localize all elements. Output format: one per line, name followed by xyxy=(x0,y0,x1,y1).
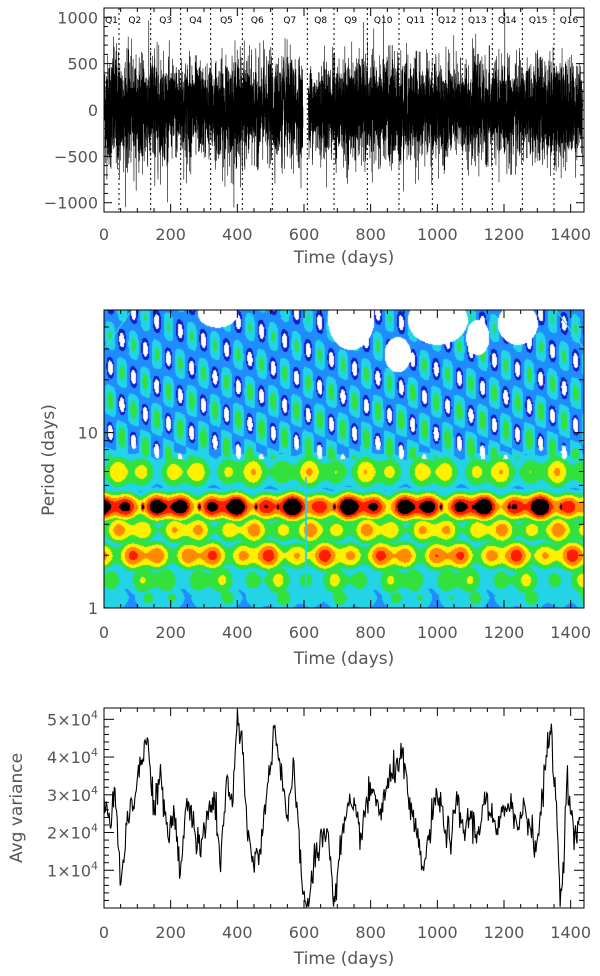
quarter-label: Q1 xyxy=(105,16,118,26)
cone-of-influence xyxy=(104,310,584,350)
wavelet-frame xyxy=(103,309,585,609)
light-curve-xtick-label: 1200 xyxy=(484,225,525,244)
variance-xlabel: Time (days) xyxy=(293,949,394,969)
variance-frame xyxy=(103,707,585,909)
light-curve-xtick-label: 1000 xyxy=(417,225,458,244)
wavelet-xtick-label: 200 xyxy=(155,623,186,642)
light-curve-ytick-label: −1000 xyxy=(44,194,98,213)
light-curve-ytick-label: −500 xyxy=(54,147,98,166)
light-curve-xtick-label: 600 xyxy=(289,225,320,244)
variance-ytick-label: 2×104 xyxy=(47,822,98,843)
variance-xtick-label: 0 xyxy=(99,923,109,942)
quarter-label: Q15 xyxy=(529,16,548,26)
variance-series xyxy=(104,709,581,908)
variance-xtick-label: 1400 xyxy=(550,923,591,942)
variance-line xyxy=(104,709,581,908)
coi-right xyxy=(555,310,584,350)
light-curve-line xyxy=(104,12,583,208)
variance-panel: 0 200 400 600 800 1000 1200 1400 1×104 2×104 3×104… xyxy=(7,707,591,969)
quarter-label: Q6 xyxy=(251,16,264,26)
variance-xtick-label: 1200 xyxy=(484,923,525,942)
wavelet-xtick-label: 600 xyxy=(289,623,320,642)
wavelet-xtick-label: 1400 xyxy=(550,623,591,642)
light-curve-ytick-label: 0 xyxy=(88,101,98,120)
wavelet-xtick-label: 1200 xyxy=(484,623,525,642)
quarter-label: Q12 xyxy=(438,16,457,26)
quarter-label: Q4 xyxy=(189,16,202,26)
quarter-labels: Q1 Q2 Q3 Q4 Q5 Q6 Q7 Q8 Q9 Q10 Q11 Q12 Q13 Q14 Q15 Q16 xyxy=(105,16,578,26)
wavelet-xtick-label: 1000 xyxy=(417,623,458,642)
variance-ytick-label: 5×104 xyxy=(47,708,98,729)
light-curve-xlabel: Time (days) xyxy=(293,248,394,268)
quarter-label: Q2 xyxy=(128,16,141,26)
wavelet-power-map xyxy=(104,310,584,608)
light-curve-ticks: 0 200 400 600 800 1000 1200 1400 −1000 −500 0 500 10… xyxy=(44,8,591,244)
quarter-label: Q7 xyxy=(283,16,296,26)
wavelet-ytick-label: 10 xyxy=(78,424,98,443)
wavelet-ylabel: Period (days) xyxy=(39,404,59,516)
wavelet-xtick-label: 0 xyxy=(99,623,109,642)
variance-xtick-label: 200 xyxy=(155,923,186,942)
light-curve-xtick-label: 0 xyxy=(99,225,109,244)
wavelet-ytick-label: 1 xyxy=(88,599,98,618)
light-curve-series xyxy=(104,12,583,208)
variance-ytick-label: 1×104 xyxy=(47,859,98,880)
wavelet-xtick-label: 400 xyxy=(222,623,253,642)
quarter-label: Q5 xyxy=(220,16,233,26)
quarter-label: Q10 xyxy=(374,16,393,26)
quarter-label: Q11 xyxy=(406,16,425,26)
quarter-label: Q16 xyxy=(560,16,579,26)
light-curve-ytick-label: 1000 xyxy=(57,8,98,27)
wavelet-ticks: 0 200 400 600 800 1000 1200 1400 1 10 xyxy=(78,310,591,642)
quarter-label: Q9 xyxy=(344,16,357,26)
light-curve-xtick-label: 400 xyxy=(222,225,253,244)
quarter-label: Q3 xyxy=(159,16,172,26)
quarter-label: Q14 xyxy=(498,16,517,26)
variance-xtick-label: 600 xyxy=(289,923,320,942)
variance-xtick-label: 400 xyxy=(222,923,253,942)
light-curve-ytick-label: 500 xyxy=(67,55,98,74)
wavelet-xlabel: Time (days) xyxy=(293,649,394,669)
variance-ticks: 0 200 400 600 800 1000 1200 1400 1×104 2×104 3×104… xyxy=(47,708,591,942)
quarter-label: Q8 xyxy=(314,16,327,26)
variance-ytick-label: 4×104 xyxy=(47,746,98,767)
light-curve-xtick-label: 200 xyxy=(155,225,186,244)
quarter-label: Q13 xyxy=(468,16,487,26)
light-curve-xtick-label: 1400 xyxy=(550,225,591,244)
variance-ytick-label: 3×104 xyxy=(47,784,98,805)
light-curve-xtick-label: 800 xyxy=(355,225,386,244)
light-curve-panel: Q1 Q2 Q3 Q4 Q5 Q6 Q7 Q8 Q9 Q10 Q11 Q12 Q13 Q14 Q15 Q16 … xyxy=(44,7,591,268)
wavelet-panel: 0 200 400 600 800 1000 1200 1400 1 10 Time (days)… xyxy=(39,309,591,669)
variance-xtick-label: 800 xyxy=(355,923,386,942)
coi-left xyxy=(104,310,133,350)
variance-ylabel: Avg variance xyxy=(7,753,27,863)
wavelet-xtick-label: 800 xyxy=(355,623,386,642)
variance-xtick-label: 1000 xyxy=(417,923,458,942)
